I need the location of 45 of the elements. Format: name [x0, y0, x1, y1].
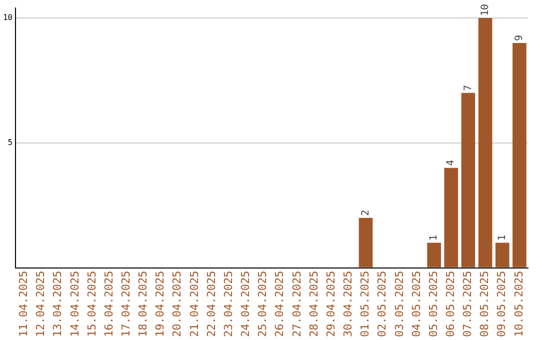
x-tick-label: 07.05.2025 [461, 270, 474, 338]
x-tick-label: 25.04.2025 [256, 270, 270, 338]
x-tick-label: 16.04.2025 [102, 270, 116, 338]
x-tick-label: 09.05.2025 [495, 270, 508, 338]
x-tick-label: 01.05.2025 [358, 270, 372, 338]
bar [461, 92, 476, 268]
bar [478, 18, 492, 268]
x-tick-label: 18.04.2025 [136, 270, 150, 338]
x-tick-label: 27.04.2025 [290, 270, 304, 338]
x-tick-label: 24.04.2025 [239, 270, 252, 338]
data-label: 10 [480, 4, 491, 16]
data-label: 4 [446, 160, 457, 166]
x-tick-label: 12.04.2025 [34, 270, 48, 338]
bar [444, 168, 458, 268]
x-tick-label: 23.04.2025 [222, 270, 235, 338]
x-tick-label: 02.05.2025 [376, 270, 389, 338]
x-tick-label: 26.04.2025 [273, 270, 286, 338]
x-tick-label: 05.05.2025 [426, 270, 440, 338]
x-tick-label: 14.04.2025 [68, 270, 82, 338]
x-tick-label: 22.04.2025 [204, 270, 218, 338]
x-tick-label: 04.05.2025 [410, 270, 423, 338]
data-label: 7 [462, 84, 474, 91]
x-tick-label: 11.04.2025 [17, 270, 30, 338]
data-label: 9 [514, 34, 526, 41]
x-tick-label: 10.05.2025 [512, 270, 526, 338]
x-tick-label: 17.04.2025 [120, 270, 133, 338]
x-tick-label: 06.05.2025 [444, 270, 458, 338]
x-tick-label: 13.04.2025 [51, 270, 64, 338]
x-tick-label: 21.04.2025 [188, 270, 201, 338]
bar [427, 242, 441, 268]
data-label: 2 [360, 210, 372, 216]
x-tick-label: 29.04.2025 [324, 270, 338, 338]
x-tick-label: 30.04.2025 [342, 270, 355, 338]
y-tick-label: 5 [8, 138, 13, 147]
bar [358, 218, 373, 268]
bar [495, 242, 510, 268]
x-tick-label: 15.04.2025 [85, 270, 98, 338]
x-tick-label: 08.05.2025 [478, 270, 492, 338]
data-label: 1 [428, 234, 440, 241]
data-label: 1 [496, 234, 508, 241]
x-tick-label: 19.04.2025 [154, 270, 167, 338]
x-tick-label: 28.04.2025 [307, 270, 320, 338]
bar [512, 42, 526, 268]
x-tick-label: 03.05.2025 [392, 270, 406, 338]
x-tick-label: 20.04.2025 [170, 270, 184, 338]
